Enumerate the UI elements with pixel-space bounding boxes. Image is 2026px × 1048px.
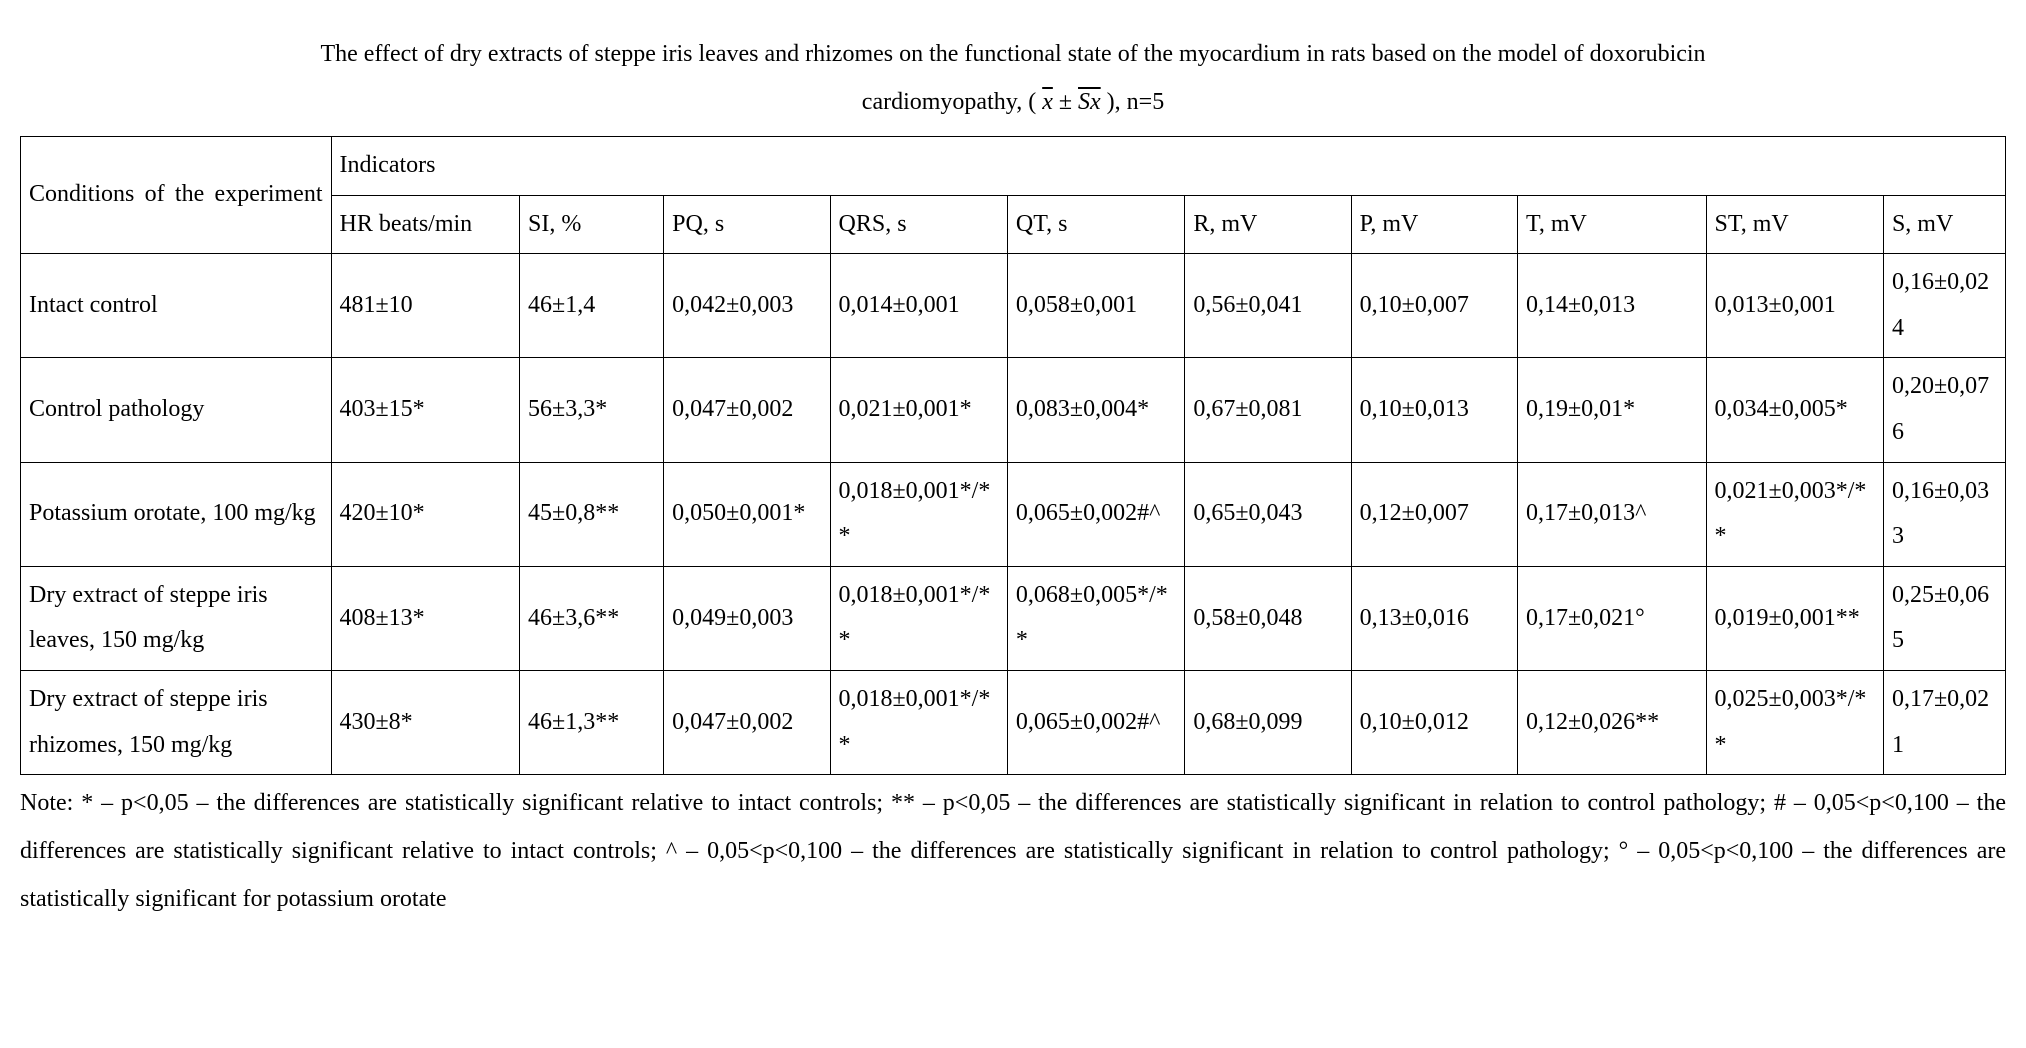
cell: 0,025±0,003*/**	[1706, 670, 1883, 774]
cell: 0,014±0,001	[830, 254, 1007, 358]
cell: 0,047±0,002	[664, 670, 830, 774]
cell: 408±13*	[331, 566, 520, 670]
cell: 0,021±0,001*	[830, 358, 1007, 462]
cell: 0,17±0,013^	[1518, 462, 1707, 566]
title-sxbar: Sx	[1078, 89, 1101, 115]
cell: 0,12±0,007	[1351, 462, 1517, 566]
cell: 0,021±0,003*/**	[1706, 462, 1883, 566]
table-body: Intact control 481±10 46±1,4 0,042±0,003…	[21, 254, 2006, 775]
cell: 0,019±0,001**	[1706, 566, 1883, 670]
table-row: Potassium orotate, 100 mg/kg 420±10* 45±…	[21, 462, 2006, 566]
col-qrs: QRS, s	[830, 195, 1007, 254]
cell: 0,042±0,003	[664, 254, 830, 358]
cell: 0,17±0,021°	[1518, 566, 1707, 670]
table-row: Control pathology 403±15* 56±3,3* 0,047±…	[21, 358, 2006, 462]
cell: 0,065±0,002#^	[1007, 670, 1184, 774]
cell: 46±3,6**	[520, 566, 664, 670]
col-conditions: Conditions of the experiment	[21, 137, 332, 254]
cell: 0,14±0,013	[1518, 254, 1707, 358]
title-line2a: cardiomyopathy, (	[862, 89, 1042, 115]
col-pq: PQ, s	[664, 195, 830, 254]
col-t: T, mV	[1518, 195, 1707, 254]
cell: 0,10±0,013	[1351, 358, 1517, 462]
row-label: Potassium orotate, 100 mg/kg	[21, 462, 332, 566]
cell: 0,065±0,002#^	[1007, 462, 1184, 566]
table-row: Dry extract of steppe iris leaves, 150 m…	[21, 566, 2006, 670]
cell: 0,19±0,01*	[1518, 358, 1707, 462]
cell: 0,050±0,001*	[664, 462, 830, 566]
cell: 0,17±0,021	[1883, 670, 2005, 774]
table-title: The effect of dry extracts of steppe iri…	[20, 30, 2006, 126]
table-row: Dry extract of steppe iris rhizomes, 150…	[21, 670, 2006, 774]
cell: 0,018±0,001*/**	[830, 462, 1007, 566]
cell: 0,083±0,004*	[1007, 358, 1184, 462]
cell: 430±8*	[331, 670, 520, 774]
table-row: Intact control 481±10 46±1,4 0,042±0,003…	[21, 254, 2006, 358]
cell: 0,25±0,065	[1883, 566, 2005, 670]
cell: 0,049±0,003	[664, 566, 830, 670]
cell: 0,58±0,048	[1185, 566, 1351, 670]
cell: 0,67±0,081	[1185, 358, 1351, 462]
cell: 0,058±0,001	[1007, 254, 1184, 358]
cell: 0,018±0,001*/**	[830, 566, 1007, 670]
cell: 0,034±0,005*	[1706, 358, 1883, 462]
cell: 0,12±0,026**	[1518, 670, 1707, 774]
cell: 0,20±0,076	[1883, 358, 2005, 462]
cell: 0,13±0,016	[1351, 566, 1517, 670]
cell: 0,56±0,041	[1185, 254, 1351, 358]
row-label: Intact control	[21, 254, 332, 358]
row-label: Dry extract of steppe iris leaves, 150 m…	[21, 566, 332, 670]
col-s: S, mV	[1883, 195, 2005, 254]
cell: 420±10*	[331, 462, 520, 566]
col-hr: HR beats/min	[331, 195, 520, 254]
cell: 0,16±0,033	[1883, 462, 2005, 566]
cell: 0,10±0,007	[1351, 254, 1517, 358]
cell: 0,10±0,012	[1351, 670, 1517, 774]
row-label: Dry extract of steppe iris rhizomes, 150…	[21, 670, 332, 774]
row-label: Control pathology	[21, 358, 332, 462]
cell: 0,013±0,001	[1706, 254, 1883, 358]
cell: 46±1,3**	[520, 670, 664, 774]
col-indicators: Indicators	[331, 137, 2006, 196]
cell: 56±3,3*	[520, 358, 664, 462]
title-xbar: x	[1042, 89, 1053, 115]
cell: 0,047±0,002	[664, 358, 830, 462]
cell: 0,68±0,099	[1185, 670, 1351, 774]
table-note: Note: * – p<0,05 – the differences are s…	[20, 779, 2006, 923]
cell: 0,16±0,024	[1883, 254, 2005, 358]
col-qt: QT, s	[1007, 195, 1184, 254]
cell: 46±1,4	[520, 254, 664, 358]
cell: 481±10	[331, 254, 520, 358]
data-table: Conditions of the experiment Indicators …	[20, 136, 2006, 775]
title-line1: The effect of dry extracts of steppe iri…	[320, 41, 1705, 67]
cell: 0,068±0,005*/**	[1007, 566, 1184, 670]
cell: 0,65±0,043	[1185, 462, 1351, 566]
col-r: R, mV	[1185, 195, 1351, 254]
title-pm: ±	[1053, 89, 1078, 115]
cell: 403±15*	[331, 358, 520, 462]
title-line2b: ), n=5	[1101, 89, 1165, 115]
cell: 0,018±0,001*/**	[830, 670, 1007, 774]
col-st: ST, mV	[1706, 195, 1883, 254]
col-si: SI, %	[520, 195, 664, 254]
col-p: P, mV	[1351, 195, 1517, 254]
cell: 45±0,8**	[520, 462, 664, 566]
header-row-1: Conditions of the experiment Indicators	[21, 137, 2006, 196]
